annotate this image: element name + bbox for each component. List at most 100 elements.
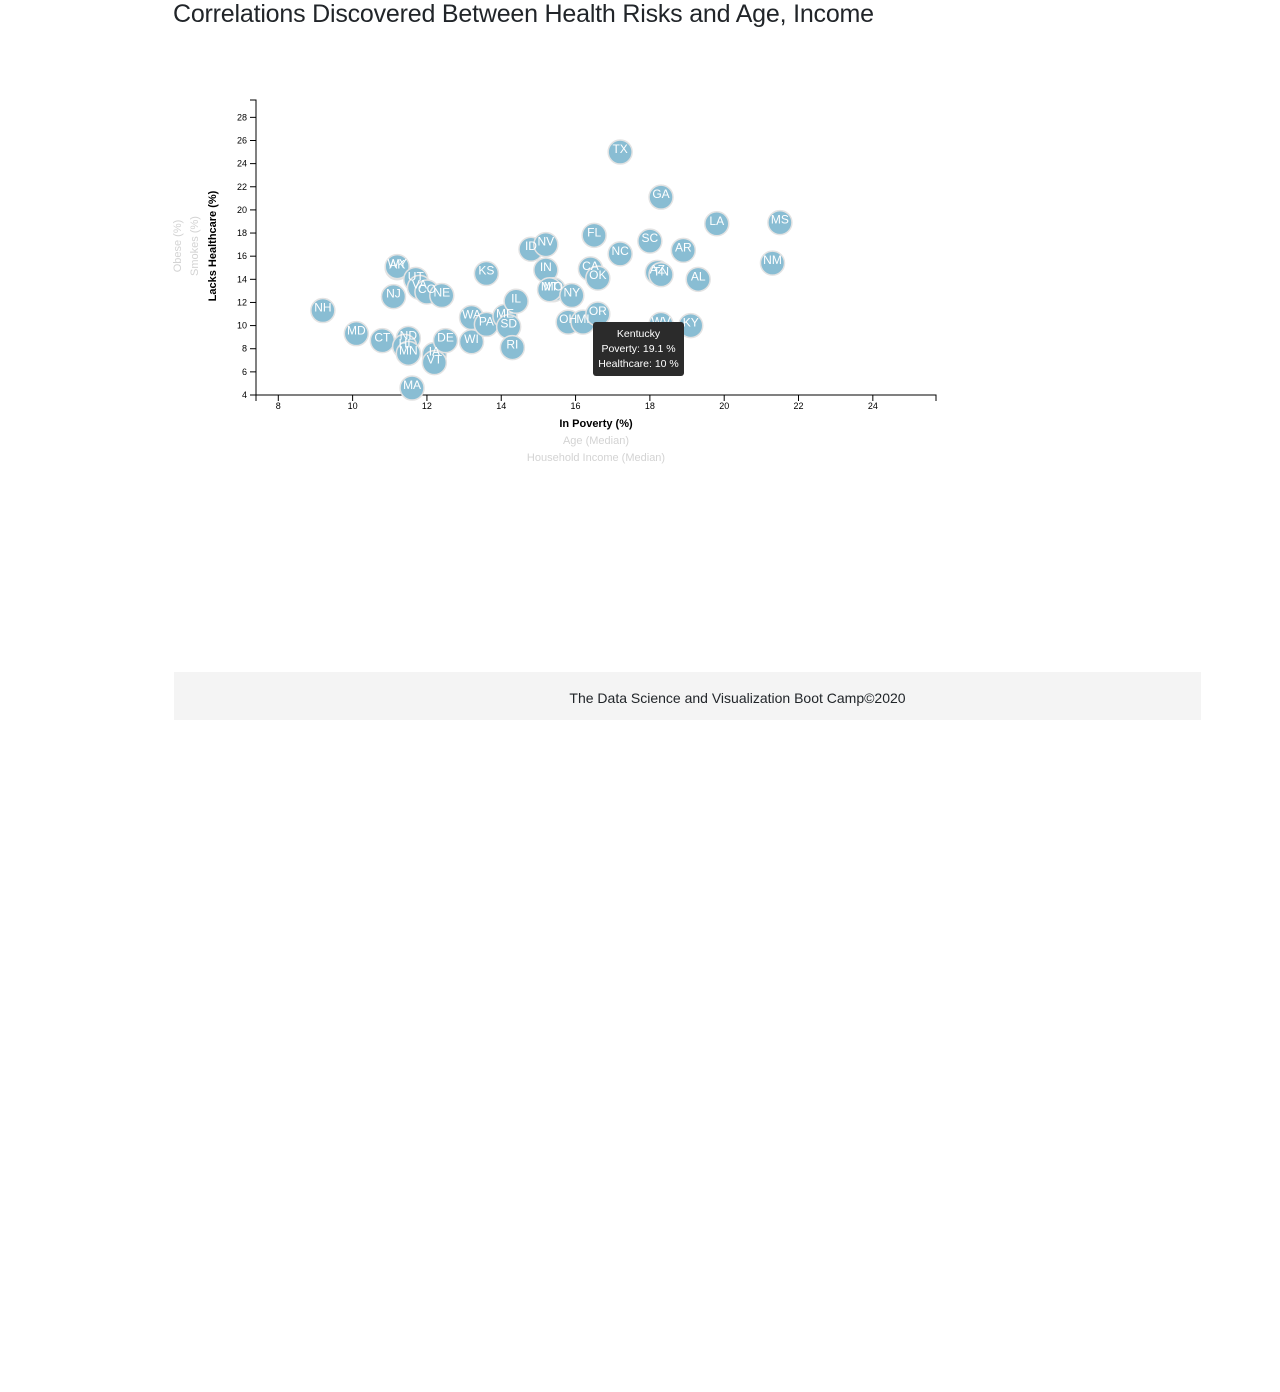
y-axis-label-obese[interactable]: Obese (%)	[172, 220, 184, 273]
y-axis-label-healthcare[interactable]: Lacks Healthcare (%)	[207, 190, 219, 301]
state-point-il[interactable]	[503, 288, 529, 315]
state-point-fl[interactable]	[581, 222, 607, 249]
state-label-ky: KY	[683, 316, 699, 330]
state-label-ca: CA	[582, 259, 599, 273]
y-tick-label: 8	[242, 344, 247, 354]
state-label-mn: MN	[399, 343, 418, 357]
state-point-de[interactable]	[432, 327, 459, 354]
state-point-ma[interactable]	[399, 375, 425, 401]
state-point-wi[interactable]	[458, 329, 485, 355]
state-point-ne[interactable]	[429, 282, 455, 309]
y-axis-line	[250, 99, 257, 396]
state-label-tx: TX	[612, 142, 627, 156]
state-label-nm: NM	[763, 253, 782, 267]
state-label-ri: RI	[506, 338, 518, 352]
state-label-nj: NJ	[386, 287, 401, 301]
state-label-ut: UT	[408, 269, 425, 283]
state-point-ar[interactable]	[670, 237, 697, 264]
state-label-fl: FL	[587, 225, 601, 239]
state-label-de: DE	[437, 331, 454, 345]
state-label-ak: AK	[389, 258, 405, 272]
state-point-nj[interactable]	[380, 283, 407, 310]
state-point-vt[interactable]	[421, 349, 448, 376]
state-point-ms[interactable]	[767, 209, 793, 236]
state-label-la: LA	[709, 214, 724, 228]
state-label-mi: MI	[576, 312, 589, 326]
state-point-sc[interactable]	[637, 228, 663, 254]
state-label-id: ID	[525, 239, 537, 253]
state-tooltip: Kentucky Poverty: 19.1 % Healthcare: 10 …	[593, 322, 684, 376]
state-label-sd: SD	[500, 317, 517, 331]
x-tick-label: 10	[348, 401, 358, 411]
state-label-il: IL	[511, 291, 521, 305]
y-tick-label: 4	[242, 390, 247, 400]
tooltip-poverty: Poverty: 19.1 %	[601, 343, 676, 355]
state-point-wy[interactable]	[384, 253, 410, 280]
state-label-ar: AR	[675, 240, 692, 254]
state-point-tn[interactable]	[648, 261, 674, 288]
state-point-ri[interactable]	[499, 334, 526, 361]
y-tick-label: 16	[237, 251, 247, 261]
y-tick-label: 18	[237, 228, 247, 238]
y-tick-label: 12	[237, 297, 247, 307]
chart-axes: 8 10 12 14 16 18 20 22 24 4 6 8 10 12 14 16 18 20 22 24 26 28	[237, 99, 937, 411]
x-tick-label: 20	[719, 401, 729, 411]
x-tick-label: 18	[645, 401, 655, 411]
state-label-pa: PA	[479, 314, 494, 328]
state-label-md: MD	[347, 324, 366, 338]
state-label-ia: IA	[429, 345, 440, 359]
x-axis-label-age[interactable]: Age (Median)	[563, 435, 629, 447]
state-label-wa: WA	[462, 307, 481, 321]
page-title: Correlations Discovered Between Health R…	[173, 0, 874, 28]
state-label-oh: OH	[559, 312, 577, 326]
state-label-hi: HI	[399, 336, 411, 350]
state-label-va: VA	[412, 277, 427, 291]
state-point-ok[interactable]	[585, 265, 611, 291]
footer: The Data Science and Visualization Boot …	[174, 672, 1201, 720]
state-label-ma: MA	[403, 378, 421, 392]
x-tick-label: 14	[496, 401, 506, 411]
state-label-wi: WI	[464, 332, 479, 346]
tooltip-healthcare: Healthcare: 10 %	[598, 358, 679, 370]
y-tick-label: 14	[237, 274, 247, 284]
state-label-ok: OK	[589, 268, 606, 282]
x-axis-line	[255, 394, 937, 401]
state-point-ny[interactable]	[559, 282, 585, 309]
x-axis-label-income[interactable]: Household Income (Median)	[527, 452, 665, 464]
state-point-tx[interactable]	[607, 139, 633, 165]
state-label-mo: MO	[544, 280, 563, 294]
state-label-nh: NH	[314, 301, 331, 315]
x-tick-label: 12	[422, 401, 432, 411]
state-label-ct: CT	[374, 331, 391, 345]
state-point-la[interactable]	[704, 211, 730, 237]
state-point-ga[interactable]	[648, 184, 674, 210]
state-point-md[interactable]	[343, 320, 370, 347]
state-label-ga: GA	[652, 187, 669, 201]
state-point-nh[interactable]	[310, 297, 336, 324]
y-axis-label-smokes[interactable]: Smokes (%)	[189, 216, 201, 276]
state-label-tn: TN	[653, 265, 669, 279]
state-label-nd: ND	[400, 328, 418, 342]
state-label-wy: WY	[388, 257, 407, 271]
state-label-me: ME	[496, 306, 514, 320]
state-point-ks[interactable]	[473, 260, 500, 287]
x-tick-label: 16	[571, 401, 581, 411]
state-point-nc[interactable]	[607, 241, 633, 267]
state-point-nv[interactable]	[533, 231, 559, 258]
y-tick-label: 26	[237, 135, 247, 145]
chart-axis-labels: In Poverty (%) Age (Median) Household In…	[172, 190, 665, 464]
state-label-mt: MT	[541, 280, 559, 294]
y-tick-label: 24	[237, 159, 247, 169]
state-point-al[interactable]	[685, 266, 711, 293]
x-axis-label-poverty[interactable]: In Poverty (%)	[559, 418, 633, 430]
state-point-mn[interactable]	[395, 340, 422, 367]
state-label-ms: MS	[771, 213, 789, 227]
y-tick-label: 6	[242, 367, 247, 377]
state-point-nm[interactable]	[759, 250, 786, 276]
state-label-sc: SC	[642, 231, 659, 245]
state-label-or: OR	[589, 304, 607, 318]
x-tick-label: 22	[794, 401, 804, 411]
scatter-chart: 8 10 12 14 16 18 20 22 24 4 6 8 10 12 14 16 18 20 22 24 26 28…	[172, 99, 937, 464]
y-tick-label: 28	[237, 112, 247, 122]
